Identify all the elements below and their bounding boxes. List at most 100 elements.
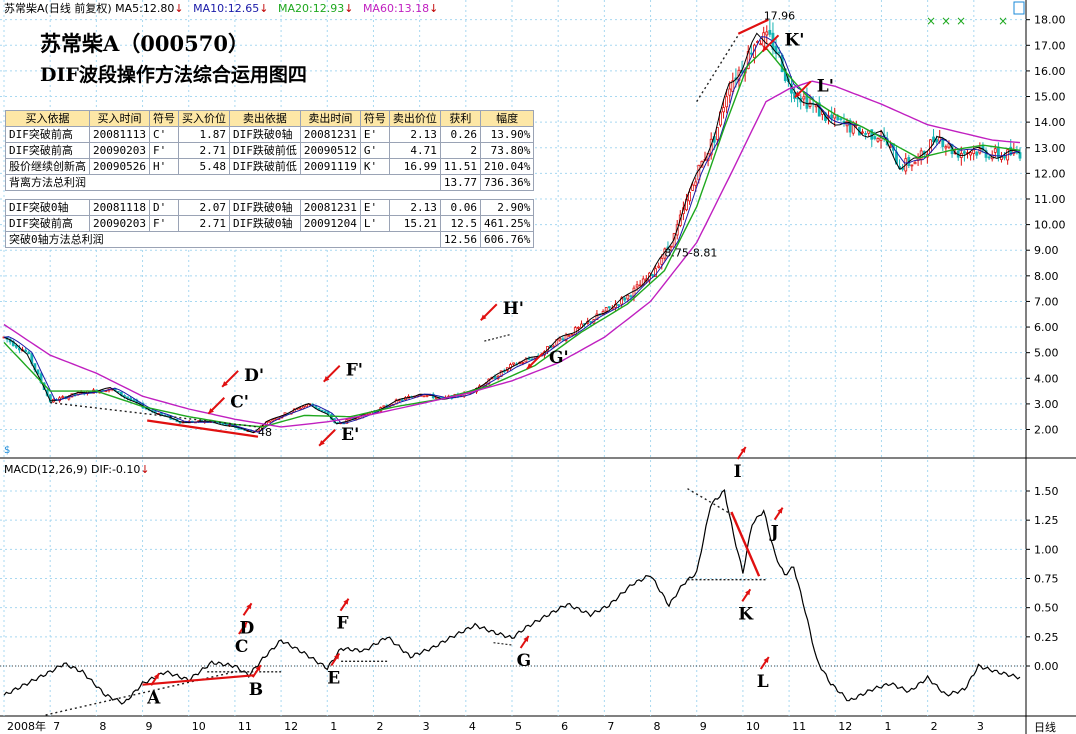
candle-body	[237, 427, 241, 430]
price-tick-label: 7.00	[1034, 295, 1059, 308]
candle-body	[808, 102, 812, 107]
candle-body	[604, 307, 608, 312]
table-cell: 20081231	[299, 126, 361, 143]
table-row: DIF突破前高 20090203 F' 2.71 DIF跌破前低 2009051…	[5, 142, 535, 159]
candle-body	[839, 118, 843, 121]
candle-body	[830, 114, 834, 119]
dif-g-line	[493, 642, 513, 646]
annotation-g: G	[517, 651, 532, 671]
annotation-b: B	[249, 680, 263, 700]
month-label: 11	[792, 720, 806, 733]
month-label: 8	[99, 720, 106, 733]
total-pct: 736.36%	[479, 174, 535, 191]
table-cell: G'	[359, 142, 390, 159]
annotation-gp: G'	[549, 348, 569, 368]
annotation-kp: K'	[784, 30, 804, 50]
table-cell: DIF跌破前低	[228, 142, 301, 159]
table-cell: DIF跌破0轴	[228, 215, 301, 232]
col-header: 获利	[439, 110, 481, 127]
annotation-arrow-head	[777, 507, 783, 514]
table-cell: 0.26	[439, 126, 481, 143]
table-cell: DIF突破前高	[5, 142, 90, 159]
annotation-e: E	[327, 669, 340, 689]
table-row: DIF突破0轴 20081118 D' 2.07 DIF跌破0轴 2008123…	[5, 199, 535, 216]
dif-j-line	[730, 511, 761, 577]
table-cell: 11.51	[439, 158, 481, 175]
candle-body	[512, 362, 515, 365]
candle-body	[268, 420, 271, 423]
annotation-cp: C'	[230, 393, 249, 413]
table-cell: DIF突破前高	[5, 126, 90, 143]
month-label: 11	[238, 720, 252, 733]
month-label: 3	[423, 720, 430, 733]
dif-value: DIF:-0.10	[91, 463, 141, 476]
candle-body	[422, 395, 426, 398]
annotation-arrow-head	[334, 653, 340, 660]
marker-icon: ×	[956, 14, 966, 28]
annotation-arrow-head	[319, 440, 325, 446]
table-cell: DIF跌破0轴	[228, 199, 301, 216]
candle-body	[669, 245, 673, 248]
table-cell: 13.90%	[479, 126, 535, 143]
candle-body	[873, 136, 877, 140]
table-cell: 2	[439, 142, 481, 159]
month-label: 4	[469, 720, 476, 733]
annotation-arrow-head	[794, 91, 801, 98]
annotation-k: K	[738, 604, 754, 624]
table-cell: 股价继续创新高	[5, 158, 90, 175]
macd-label: MACD(12,26,9)	[4, 463, 88, 476]
candle-body	[725, 96, 729, 108]
table-cell: L'	[359, 215, 390, 232]
price-low-trendline	[147, 419, 259, 438]
candle-body	[323, 410, 327, 413]
table-cell: F'	[148, 142, 179, 159]
annotation-arrow-head	[480, 314, 487, 321]
table-cell: D'	[148, 199, 179, 216]
candle-body	[1003, 155, 1006, 159]
candle-body	[561, 338, 565, 341]
annotation-d: D	[240, 618, 255, 638]
annotation-arrow-head	[153, 673, 160, 680]
total-profit: 12.56	[439, 231, 481, 248]
candle-body	[765, 31, 769, 36]
candle-body	[617, 304, 620, 306]
annotation-c: C	[235, 637, 249, 657]
candle-body	[14, 344, 18, 348]
chart-subtitle: DIF波段操作方法综合运用图四	[40, 64, 307, 86]
candle-body	[626, 294, 630, 300]
candle-body	[589, 320, 593, 323]
marker-icon: ×	[998, 14, 1008, 28]
ma60-line	[3, 80, 1021, 428]
adjust-mode: (日线 前复权)	[44, 2, 112, 15]
candle-body	[969, 152, 972, 156]
ma5-label: MA5:12.80↓	[115, 2, 184, 15]
candle-body	[638, 284, 642, 287]
candle-body	[870, 129, 874, 140]
price-tick-label: 2.00	[1034, 424, 1059, 437]
table-cell: H'	[148, 158, 179, 175]
table-cell: C'	[148, 126, 179, 143]
candle-body	[913, 161, 917, 165]
candle-body	[320, 409, 324, 412]
table-row: DIF突破前高 20090203 F' 2.71 DIF跌破0轴 2009120…	[5, 215, 535, 232]
candle-body	[932, 136, 935, 143]
candle-body	[941, 139, 945, 147]
table-cell: DIF跌破前低	[228, 158, 301, 175]
month-label: 9	[146, 720, 153, 733]
candle-body	[632, 287, 636, 298]
price-label: 17.96	[764, 10, 796, 23]
table-cell: 12.5	[439, 215, 481, 232]
candle-body	[802, 96, 806, 100]
candle-body	[774, 45, 778, 54]
down-arrow-icon: ↓	[140, 463, 150, 476]
col-header: 卖出依据	[228, 110, 301, 127]
table-cell: F'	[148, 215, 179, 232]
marker-icon: ×	[926, 14, 936, 28]
window-icon	[1013, 1, 1025, 15]
table-cell: DIF突破前高	[5, 215, 90, 232]
month-label: 2	[376, 720, 383, 733]
total-profit: 13.77	[439, 174, 481, 191]
stock-name: 苏常柴A	[4, 2, 45, 15]
candle-body	[36, 369, 40, 375]
table-cell: 73.80%	[479, 142, 535, 159]
